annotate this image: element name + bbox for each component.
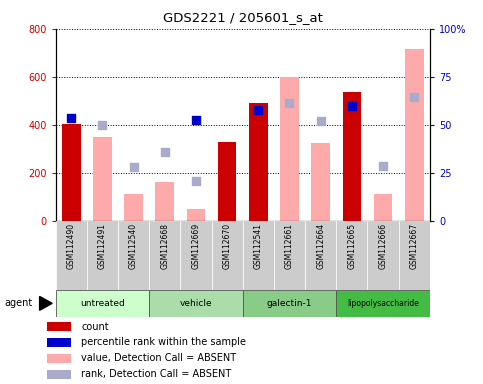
Text: GSM112666: GSM112666 bbox=[379, 223, 387, 269]
Text: galectin-1: galectin-1 bbox=[267, 299, 312, 308]
Bar bbox=[280, 77, 299, 221]
Bar bbox=[87, 221, 118, 290]
Point bbox=[192, 178, 200, 184]
Text: value, Detection Call = ABSENT: value, Detection Call = ABSENT bbox=[81, 353, 236, 363]
Bar bbox=[374, 194, 392, 221]
Bar bbox=[336, 290, 430, 317]
Bar bbox=[124, 194, 143, 221]
Point bbox=[348, 103, 356, 109]
Text: GSM112661: GSM112661 bbox=[285, 223, 294, 269]
Point bbox=[285, 100, 293, 106]
Text: count: count bbox=[81, 322, 109, 332]
Point bbox=[192, 117, 200, 123]
Bar bbox=[186, 209, 205, 221]
Bar bbox=[149, 290, 242, 317]
Text: vehicle: vehicle bbox=[180, 299, 212, 308]
Point bbox=[317, 118, 325, 124]
Text: GSM112540: GSM112540 bbox=[129, 223, 138, 269]
Bar bbox=[180, 221, 212, 290]
Text: GSM112669: GSM112669 bbox=[191, 223, 200, 269]
Bar bbox=[56, 290, 149, 317]
Text: percentile rank within the sample: percentile rank within the sample bbox=[81, 338, 246, 348]
Point bbox=[129, 164, 137, 170]
Text: GSM112670: GSM112670 bbox=[223, 223, 232, 269]
Text: GSM112491: GSM112491 bbox=[98, 223, 107, 269]
Bar bbox=[47, 354, 71, 363]
Point bbox=[255, 107, 262, 114]
Polygon shape bbox=[40, 296, 52, 310]
Text: GSM112490: GSM112490 bbox=[67, 223, 76, 269]
Bar bbox=[368, 221, 398, 290]
Bar bbox=[398, 221, 430, 290]
Text: GSM112541: GSM112541 bbox=[254, 223, 263, 269]
Bar bbox=[156, 182, 174, 221]
Bar bbox=[312, 143, 330, 221]
Bar bbox=[249, 103, 268, 221]
Bar bbox=[47, 338, 71, 347]
Point bbox=[411, 94, 418, 100]
Bar bbox=[118, 221, 149, 290]
Point bbox=[161, 149, 169, 156]
Bar bbox=[218, 142, 237, 221]
Bar bbox=[47, 370, 71, 379]
Text: untreated: untreated bbox=[80, 299, 125, 308]
Bar bbox=[212, 221, 242, 290]
Bar bbox=[242, 221, 274, 290]
Bar bbox=[242, 290, 336, 317]
Point bbox=[99, 122, 106, 128]
Text: GSM112667: GSM112667 bbox=[410, 223, 419, 269]
Text: lipopolysaccharide: lipopolysaccharide bbox=[347, 299, 419, 308]
Bar bbox=[336, 221, 368, 290]
Bar bbox=[342, 93, 361, 221]
Text: GSM112668: GSM112668 bbox=[160, 223, 169, 269]
Text: GSM112665: GSM112665 bbox=[347, 223, 356, 269]
Text: GSM112664: GSM112664 bbox=[316, 223, 325, 269]
Bar bbox=[56, 221, 87, 290]
Point bbox=[379, 162, 387, 169]
Bar bbox=[47, 322, 71, 331]
Bar bbox=[62, 124, 81, 221]
Point bbox=[67, 114, 75, 121]
Text: agent: agent bbox=[5, 298, 33, 308]
Text: GDS2221 / 205601_s_at: GDS2221 / 205601_s_at bbox=[163, 12, 323, 25]
Bar bbox=[274, 221, 305, 290]
Text: rank, Detection Call = ABSENT: rank, Detection Call = ABSENT bbox=[81, 369, 231, 379]
Bar bbox=[149, 221, 180, 290]
Bar bbox=[305, 221, 336, 290]
Bar bbox=[93, 137, 112, 221]
Bar bbox=[405, 49, 424, 221]
